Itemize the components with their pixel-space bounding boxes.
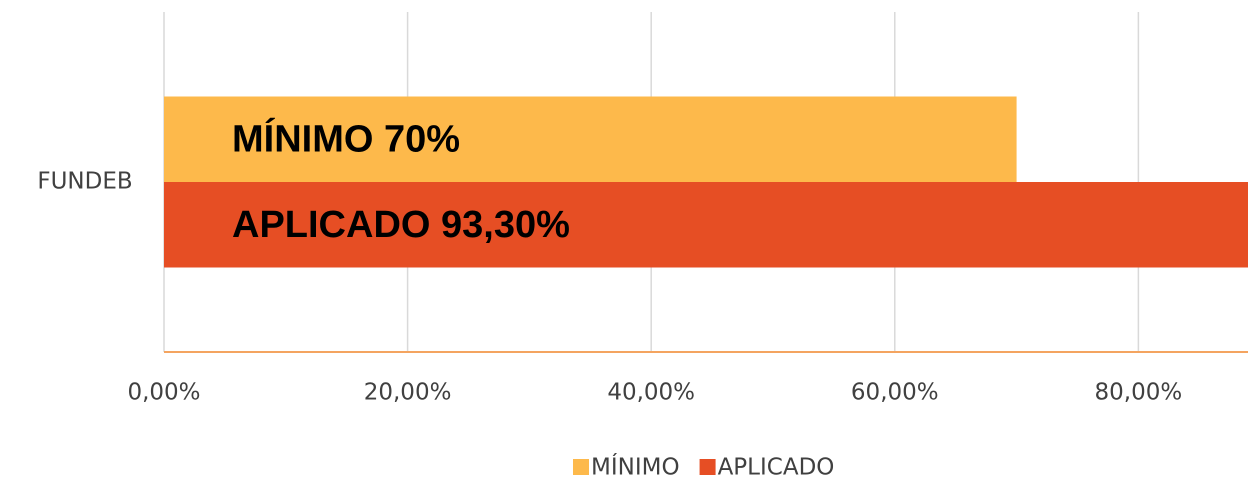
legend-label: APLICADO [718, 455, 835, 481]
data-label: MÍNIMO 70% [232, 116, 460, 160]
legend-swatch [699, 459, 716, 475]
foreground: 0,00% 20,00% 40,00% 60,00% 80,00% FUNDEB MÍNIM… [37, 116, 1248, 481]
legend-swatch [573, 459, 589, 475]
data-label: APLICADO 93,30% [232, 204, 570, 246]
x-tick-label: 60,00% [851, 380, 939, 406]
bars [164, 96, 1248, 268]
bar [164, 182, 1248, 268]
x-tick-label: 20,00% [364, 380, 452, 406]
legend-label: MÍNIMO [591, 453, 680, 481]
x-tick-label: 80,00% [1095, 380, 1183, 406]
x-tick-label: 40,00% [607, 380, 695, 406]
x-tick-label: 0,00% [127, 380, 200, 406]
bar [164, 96, 1017, 182]
y-tick-label: FUNDEB [37, 169, 132, 195]
